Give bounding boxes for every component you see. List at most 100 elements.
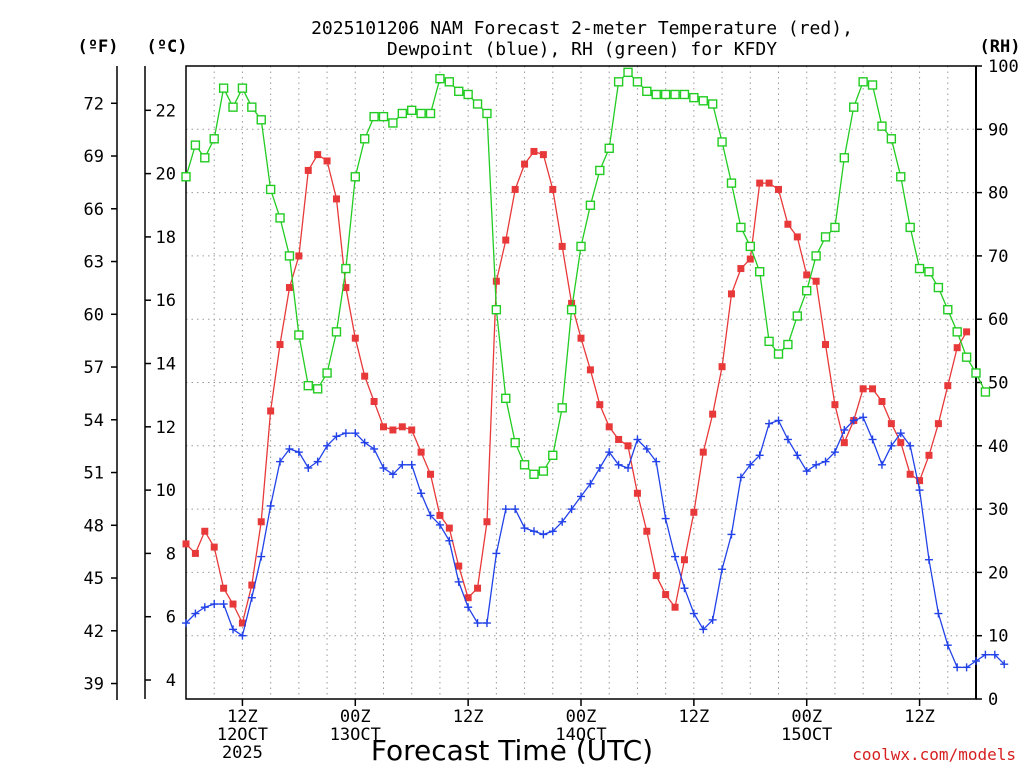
temperature-point <box>963 328 971 336</box>
rh-point <box>886 134 897 144</box>
rh-point <box>811 251 821 261</box>
dewpoint-point <box>924 555 933 564</box>
temperature-point <box>916 477 924 485</box>
rh-point <box>435 73 445 84</box>
temperature-point <box>539 151 547 159</box>
dewpoint-point <box>332 432 341 441</box>
rh-tick-label: 20 <box>988 563 1008 583</box>
dewpoint-point <box>482 619 491 628</box>
rh-point <box>284 251 295 261</box>
temperature-point <box>897 439 905 447</box>
temperature-point <box>737 265 745 273</box>
rh-point <box>933 282 944 293</box>
chart-title-line1: 2025101206 NAM Forecast 2-meter Temperat… <box>311 18 853 39</box>
temperature-point <box>671 603 679 611</box>
fahrenheit-tick-label: 51 <box>84 464 104 484</box>
dewpoint-point <box>718 565 727 574</box>
rh-tick-label: 70 <box>988 247 1008 267</box>
dewpoint-point <box>435 520 444 529</box>
fahrenheit-unit-label: (ºF) <box>78 37 119 57</box>
dewpoint-point <box>793 451 802 460</box>
rh-point <box>595 165 605 176</box>
dewpoint-point <box>313 457 322 466</box>
temperature-series <box>182 147 971 627</box>
rh-point <box>463 89 473 100</box>
rh-point <box>660 89 671 100</box>
dewpoint-point <box>624 463 633 472</box>
temperature-point <box>718 363 726 371</box>
fahrenheit-tick-label: 63 <box>84 253 104 273</box>
dewpoint-point <box>915 486 924 495</box>
rh-point <box>275 213 285 223</box>
rh-point <box>548 450 558 460</box>
temperature-point <box>408 426 416 434</box>
x-tick-label: 12OCT <box>217 725 268 745</box>
temperature-point <box>351 334 359 342</box>
dewpoint-point <box>652 457 661 466</box>
temperature-point <box>417 448 425 456</box>
rh-point <box>538 466 549 476</box>
rh-point <box>971 368 981 378</box>
rh-point <box>943 305 953 315</box>
rh-point <box>397 108 408 119</box>
x-axis-label: Forecast Time (UTC) <box>371 734 653 767</box>
rh-point <box>698 96 708 106</box>
temperature-point <box>934 420 942 428</box>
dewpoint-point <box>633 435 642 444</box>
tick-labels: 7269666360575451484542392220181614121086… <box>84 57 1019 763</box>
dewpoint-point <box>539 530 548 539</box>
temperature-point <box>492 277 500 285</box>
dewpoint-point <box>464 603 473 612</box>
fahrenheit-tick-label: 45 <box>84 569 104 589</box>
rh-point <box>764 336 774 347</box>
dewpoint-point <box>351 429 360 438</box>
temperature-point <box>285 284 293 292</box>
dewpoint-point <box>755 451 764 460</box>
rh-point <box>623 67 633 78</box>
temperature-point <box>427 470 435 478</box>
rh-point <box>980 387 991 397</box>
temperature-point <box>558 242 566 250</box>
dewpoint-point <box>407 460 416 469</box>
temperature-point <box>643 527 651 535</box>
rh-point <box>454 86 464 97</box>
dewpoint-point <box>379 463 388 472</box>
rh-point <box>952 327 962 337</box>
rh-point <box>867 80 878 90</box>
rh-point <box>783 339 793 350</box>
temperature-point <box>295 252 303 260</box>
dewpoint-line <box>185 416 1005 669</box>
rh-point <box>181 172 191 182</box>
rh-point <box>585 200 596 210</box>
grid-lines <box>186 66 976 699</box>
credit-text: coolwx.com/models <box>852 745 1016 764</box>
temperature-point <box>775 185 782 193</box>
rh-point <box>689 92 699 103</box>
rh-point <box>792 311 803 321</box>
dewpoint-point <box>765 419 774 428</box>
celsius-tick-label: 12 <box>156 418 176 438</box>
celsius-tick-label: 8 <box>166 544 176 564</box>
dewpoint-point <box>341 429 350 438</box>
rh-point <box>726 178 737 188</box>
temperature-point <box>699 448 707 456</box>
rh-point <box>754 267 765 277</box>
rh-series <box>181 67 991 479</box>
dewpoint-point <box>849 416 858 425</box>
rh-point <box>613 77 624 87</box>
x-tick-label: 12Z <box>227 707 258 727</box>
dewpoint-point <box>830 448 839 457</box>
dewpoint-point <box>689 609 698 618</box>
temperature-point <box>925 451 933 459</box>
celsius-tick-label: 6 <box>166 608 176 628</box>
rh-unit-label: (RH) <box>980 37 1021 57</box>
temperature-point <box>248 581 256 589</box>
rh-tick-label: 90 <box>988 120 1008 140</box>
dewpoint-point <box>577 492 585 501</box>
rh-point <box>529 469 539 479</box>
temperature-point <box>765 179 773 187</box>
dewpoint-point <box>586 479 595 488</box>
rh-point <box>501 393 511 404</box>
temperature-point <box>229 600 237 608</box>
dewpoint-point <box>727 530 736 539</box>
